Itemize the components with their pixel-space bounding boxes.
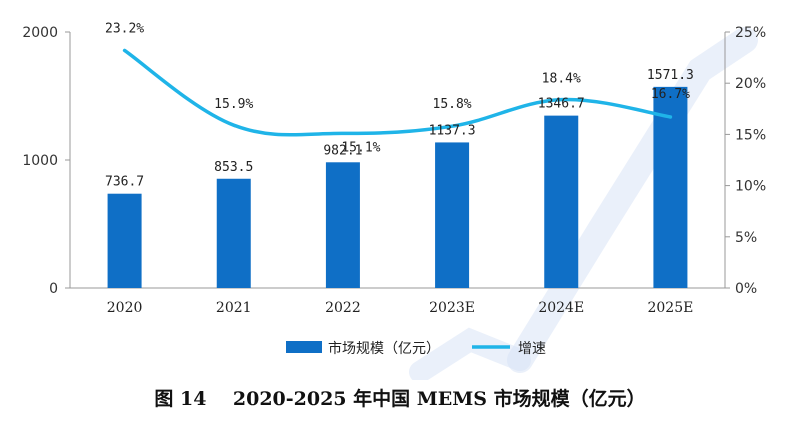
y-right-tick-label: 5% (735, 230, 757, 246)
y-right-tick-label: 15% (735, 127, 766, 143)
legend-swatch-bar (286, 341, 322, 353)
y-right-tick-label: 0% (735, 281, 757, 297)
line-value-label: 23.2% (105, 21, 144, 36)
line-value-label: 15.1% (341, 140, 380, 155)
y-right-tick-label: 10% (735, 179, 766, 195)
y-left-tick-label: 0 (49, 281, 58, 297)
growth-line (122, 48, 673, 137)
bar-value-label: 1571.3 (647, 68, 694, 83)
bar-value-label: 1137.3 (429, 123, 476, 138)
bar-value-label: 982.1 (323, 143, 362, 158)
bar (653, 86, 688, 288)
legend-label-bar: 市场规模（亿元） (328, 340, 440, 357)
data-labels: 736.7 853.5 982.1 1137.3 1346.7 1571.3 23.2% 15… (105, 21, 694, 189)
legend: 市场规模（亿元） 增速 (286, 340, 546, 357)
line-series (122, 48, 673, 137)
x-tick-label: 2021 (216, 300, 252, 316)
legend-label-line: 增速 (518, 341, 546, 357)
x-tick-label: 2020 (107, 300, 143, 316)
line-value-label: 15.8% (433, 97, 472, 112)
x-tick-label: 2024E (538, 300, 584, 316)
line-value-label: 15.9% (214, 97, 253, 112)
bar-value-label: 736.7 (105, 175, 144, 190)
bar-series (107, 86, 688, 288)
y-left-tick-label: 1000 (22, 153, 58, 169)
mems-market-chart: 0 1000 2000 0% 5% 10% 15% 20% 25% 2020 2021 2022 202… (22, 21, 766, 380)
y-right-tick-label: 25% (735, 25, 766, 41)
bar-value-label: 1346.7 (538, 97, 585, 112)
bar-value-label: 853.5 (214, 160, 253, 175)
axes: 0 1000 2000 0% 5% 10% 15% 20% 25% 2020 2021 2022 202… (22, 25, 766, 316)
x-tick-label: 2022 (325, 300, 361, 316)
figure-caption: 图 14 2020-2025 年中国 MEMS 市场规模（亿元） (154, 388, 646, 410)
x-tick-label: 2025E (647, 300, 693, 316)
bar (216, 178, 251, 288)
bar (544, 115, 579, 288)
bar (325, 162, 360, 288)
x-tick-label: 2023E (429, 300, 475, 316)
bar (107, 193, 142, 288)
line-value-label: 16.7% (651, 87, 690, 102)
line-value-label: 18.4% (542, 72, 581, 87)
watermark-stroke (409, 327, 531, 380)
y-left-tick-label: 2000 (22, 25, 58, 41)
bar (435, 142, 470, 288)
y-right-tick-label: 20% (735, 76, 766, 92)
